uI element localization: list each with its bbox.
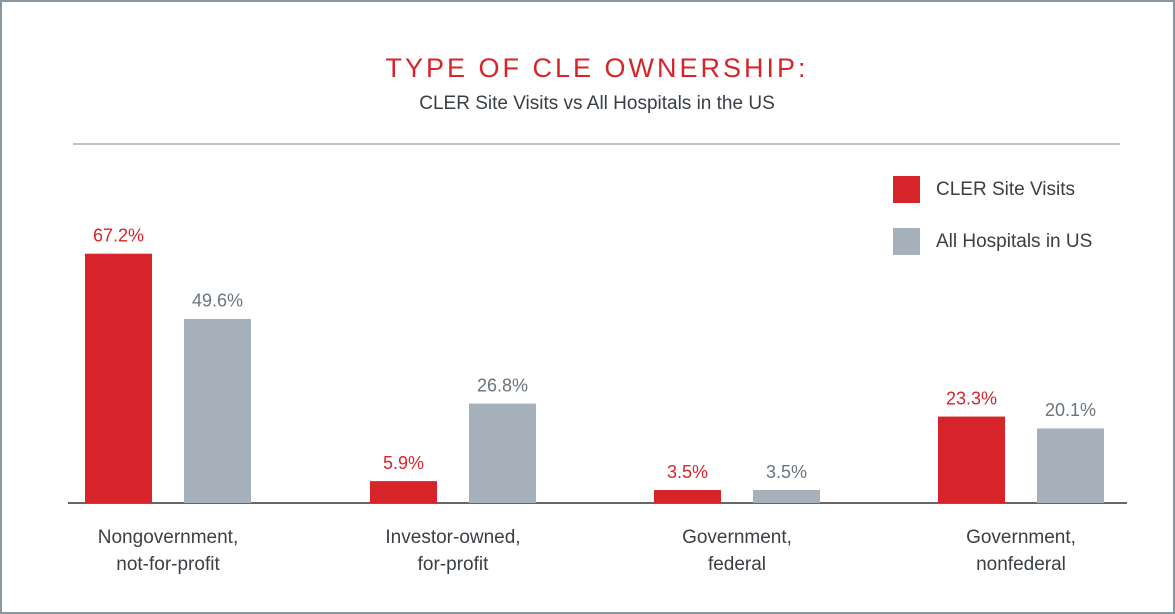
value-label: 5.9%: [383, 453, 424, 473]
legend-swatch: [893, 176, 920, 203]
value-label: 3.5%: [667, 462, 708, 482]
x-tick-label: Government, nonfederal: [966, 527, 1076, 575]
x-tick-label: Government, federal: [682, 527, 792, 575]
value-label: 26.8%: [477, 375, 528, 395]
chart-subtitle: CLER Site Visits vs All Hospitals in the…: [419, 93, 775, 114]
bar: [938, 416, 1005, 503]
bar: [469, 403, 536, 503]
bar: [85, 253, 152, 503]
value-label: 67.2%: [93, 225, 144, 245]
x-tick-label: Investor-owned, for-profit: [385, 527, 521, 575]
legend-swatch: [893, 228, 920, 255]
bar: [654, 490, 721, 503]
bar: [184, 318, 251, 503]
bar: [753, 490, 820, 503]
value-label: 23.3%: [946, 388, 997, 408]
chart-title: TYPE OF CLE OWNERSHIP:: [385, 53, 808, 83]
value-label: 49.6%: [192, 291, 243, 311]
value-label: 3.5%: [766, 462, 807, 482]
legend-label: All Hospitals in US: [936, 231, 1092, 252]
bar: [1037, 428, 1104, 503]
legend-label: CLER Site Visits: [936, 179, 1075, 200]
x-tick-label: Nongovernment, not-for-profit: [97, 527, 239, 575]
bar: [370, 481, 437, 503]
value-label: 20.1%: [1045, 400, 1096, 420]
